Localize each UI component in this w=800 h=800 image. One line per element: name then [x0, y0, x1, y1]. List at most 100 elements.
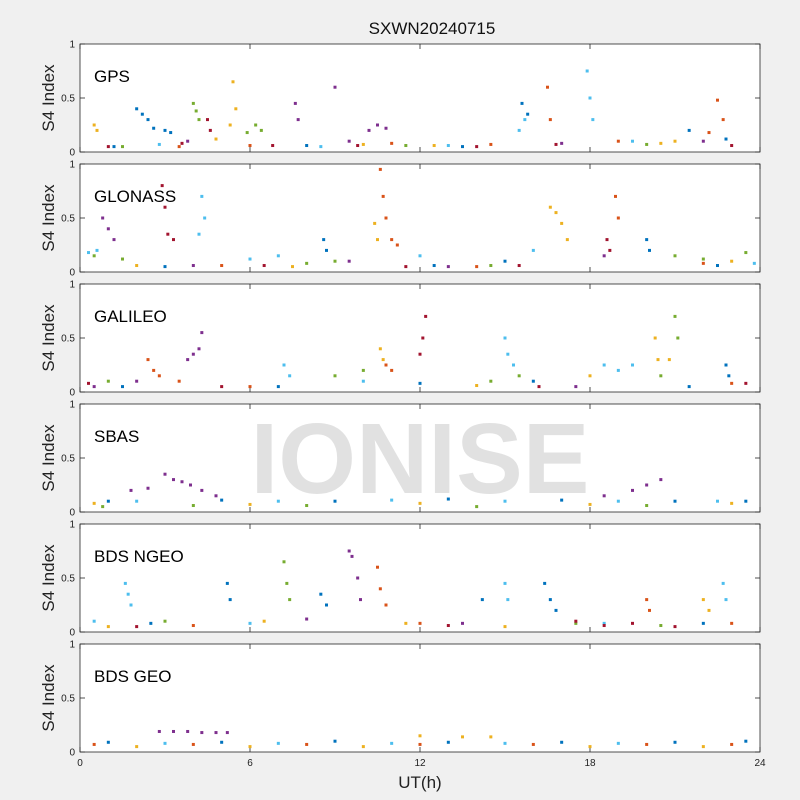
data-point: [319, 592, 323, 596]
data-point: [356, 576, 360, 580]
data-point: [146, 358, 150, 362]
data-point: [574, 619, 578, 623]
data-point: [585, 69, 589, 73]
data-point: [333, 259, 337, 263]
data-point: [548, 598, 552, 602]
data-point: [259, 128, 263, 132]
y-tick-label: 0: [69, 628, 75, 639]
data-point: [276, 254, 280, 258]
data-point: [322, 238, 326, 242]
data-point: [291, 265, 294, 269]
data-point: [616, 368, 620, 372]
data-point: [180, 141, 184, 145]
panel-label: SBAS: [94, 427, 139, 446]
panel-axes-box: [79, 283, 761, 393]
data-point: [645, 142, 649, 146]
data-point: [305, 742, 309, 746]
data-point: [347, 549, 351, 553]
data-point: [560, 141, 564, 145]
data-point: [614, 194, 617, 198]
data-point: [503, 259, 507, 263]
panel-axes-box: [79, 523, 761, 633]
data-point: [730, 501, 734, 505]
y-tick-label: 0.5: [61, 94, 75, 105]
data-point: [721, 118, 725, 122]
data-point: [197, 232, 201, 236]
data-point: [121, 145, 124, 149]
y-axis-label: S4 Index: [39, 304, 58, 372]
data-point: [248, 385, 252, 389]
data-point: [126, 592, 130, 596]
y-tick-label: 0: [69, 148, 75, 159]
data-point: [152, 126, 156, 130]
data-point: [225, 731, 229, 735]
data-point: [160, 184, 164, 188]
data-point: [489, 379, 493, 383]
data-point: [560, 498, 564, 502]
data-point: [489, 735, 493, 739]
data-point: [531, 742, 535, 746]
data-point: [418, 381, 422, 385]
data-point: [517, 264, 521, 268]
data-point: [333, 739, 337, 743]
panel-3: 0 0.5 1 SBAS S4 Index: [39, 400, 761, 519]
y-tick-label: 0.5: [61, 214, 75, 225]
data-point: [186, 729, 190, 733]
data-point: [565, 238, 569, 242]
data-point: [376, 565, 379, 569]
data-point: [376, 238, 379, 242]
data-point: [189, 483, 192, 487]
data-point: [676, 336, 680, 340]
data-point: [602, 363, 606, 367]
data-point: [106, 625, 110, 629]
data-point: [254, 123, 258, 127]
panel-axes-box: [79, 43, 761, 153]
data-point: [475, 145, 479, 149]
data-point: [106, 740, 110, 744]
data-point: [203, 216, 207, 220]
data-point: [506, 598, 510, 602]
data-point: [129, 488, 133, 492]
data-point: [288, 598, 292, 602]
data-point: [701, 139, 705, 143]
watermark: IONISE: [251, 403, 590, 515]
data-point: [701, 598, 705, 602]
data-point: [560, 740, 564, 744]
panels: 0 0.5 1 GPS S4 Index 0 0.5 1 GLONASS S4 Index 0 0.5…: [39, 40, 766, 770]
y-tick-label: 0.5: [61, 694, 75, 705]
data-point: [276, 741, 280, 745]
data-point: [172, 478, 175, 482]
data-point: [200, 488, 204, 492]
data-point: [404, 144, 408, 148]
data-point: [361, 142, 365, 146]
data-point: [140, 112, 144, 116]
data-point: [591, 118, 595, 122]
data-point: [276, 385, 280, 389]
data-point: [707, 131, 711, 135]
data-point: [730, 259, 734, 263]
data-point: [531, 379, 535, 383]
data-point: [208, 128, 212, 132]
data-point: [305, 144, 309, 148]
data-point: [381, 194, 385, 198]
data-point: [112, 145, 116, 149]
data-point: [716, 264, 719, 268]
y-axis-label: S4 Index: [39, 544, 58, 612]
data-point: [631, 363, 634, 367]
data-point: [106, 227, 110, 231]
data-point: [656, 358, 660, 362]
data-point: [424, 314, 428, 318]
data-point: [87, 381, 90, 385]
data-point: [645, 238, 649, 242]
y-tick-label: 0.5: [61, 574, 75, 585]
data-point: [520, 101, 524, 105]
data-point: [432, 144, 436, 148]
data-point: [200, 731, 204, 735]
data-point: [361, 379, 365, 383]
data-point: [716, 499, 719, 503]
data-point: [325, 248, 328, 252]
data-point: [378, 587, 382, 591]
data-point: [121, 385, 124, 389]
data-point: [554, 608, 558, 612]
panel-5: 0 0.5 1 BDS GEO S4 Index: [39, 640, 761, 759]
